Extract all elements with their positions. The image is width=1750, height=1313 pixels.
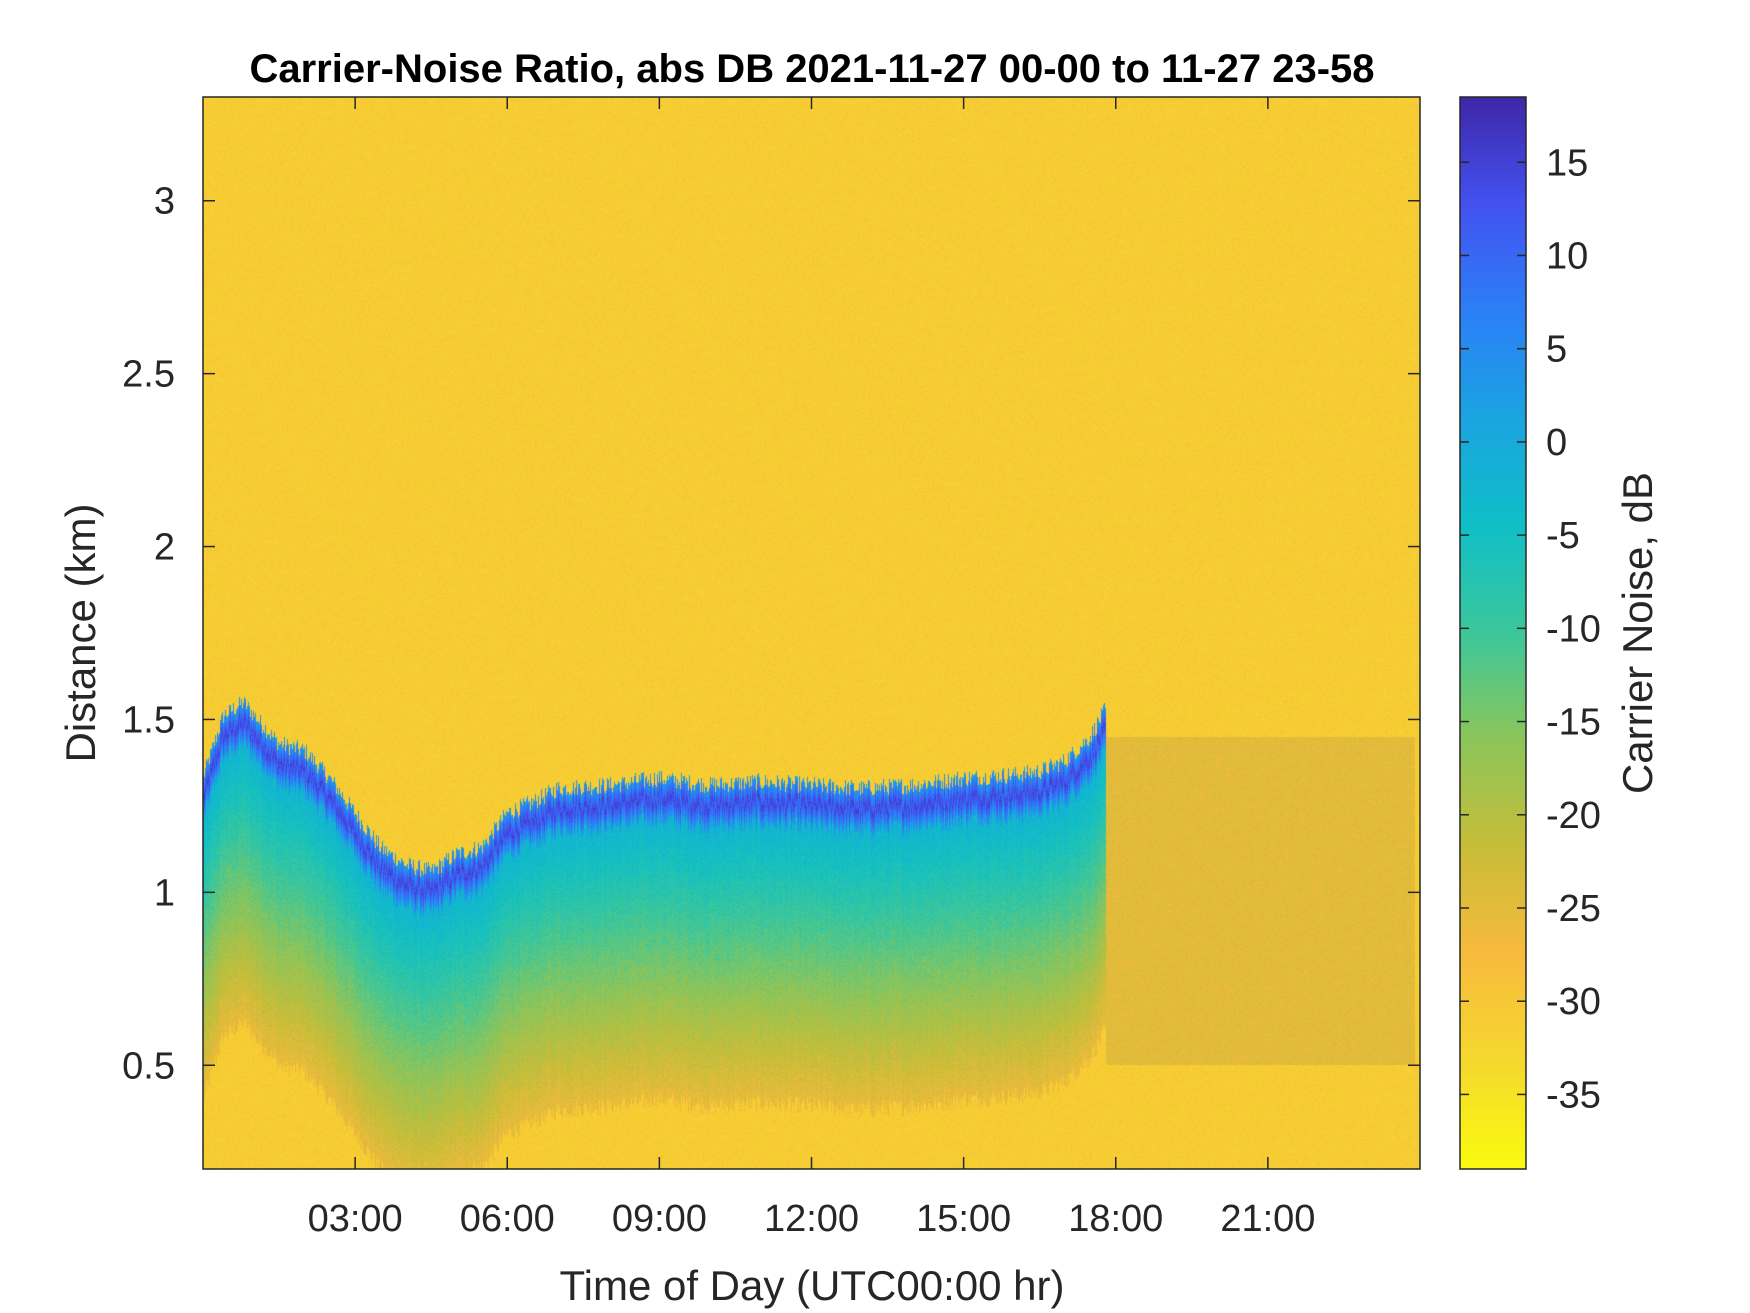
x-tick-label: 12:00 — [764, 1198, 859, 1240]
y-axis-title: Distance (km) — [57, 503, 104, 762]
y-tick-label: 2 — [154, 527, 175, 569]
colorbar-tick-label: 15 — [1546, 142, 1588, 184]
x-tick-label: 06:00 — [460, 1198, 555, 1240]
colorbar-tick-label: 10 — [1546, 235, 1588, 277]
x-axis-ticks: 03:00 06:00 09:00 12:00 15:00 18:00 21:00 — [308, 97, 1315, 1240]
x-tick-label: 21:00 — [1220, 1198, 1315, 1240]
heatmap-plot-area — [203, 97, 1420, 1169]
colorbar-tick-label: -20 — [1546, 795, 1601, 837]
x-tick-label: 03:00 — [308, 1198, 403, 1240]
x-axis-title: Time of Day (UTC00:00 hr) — [560, 1262, 1065, 1309]
colorbar-tick-label: -35 — [1546, 1074, 1601, 1116]
y-tick-label: 0.5 — [122, 1045, 175, 1087]
x-tick-label: 09:00 — [612, 1198, 707, 1240]
colorbar-tick-label: 0 — [1546, 422, 1567, 464]
heatmap-image — [203, 97, 1420, 1169]
colorbar-tick-label: -15 — [1546, 702, 1601, 744]
colorbar-title: Carrier Noise, dB — [1614, 472, 1661, 794]
y-tick-label: 1.5 — [122, 699, 175, 741]
colorbar-tick-label: -10 — [1546, 608, 1601, 650]
colorbar-tick-label: 5 — [1546, 329, 1567, 371]
x-tick-label: 18:00 — [1068, 1198, 1163, 1240]
y-tick-label: 1 — [154, 872, 175, 914]
y-tick-label: 3 — [154, 181, 175, 223]
colorbar — [1459, 96, 1527, 1170]
chart-title: Carrier-Noise Ratio, abs DB 2021-11-27 0… — [249, 47, 1374, 91]
colorbar-ticks: 15 10 5 0 -5 -10 -15 -20 -25 -30 -35 — [1460, 142, 1601, 1116]
colorbar-tick-label: -5 — [1546, 515, 1580, 557]
colorbar-tick-label: -30 — [1546, 981, 1601, 1023]
colorbar-tick-label: -25 — [1546, 888, 1601, 930]
y-tick-label: 2.5 — [122, 354, 175, 396]
x-tick-label: 15:00 — [916, 1198, 1011, 1240]
y-axis-ticks: 0.5 1 1.5 2 2.5 3 — [122, 181, 1420, 1087]
